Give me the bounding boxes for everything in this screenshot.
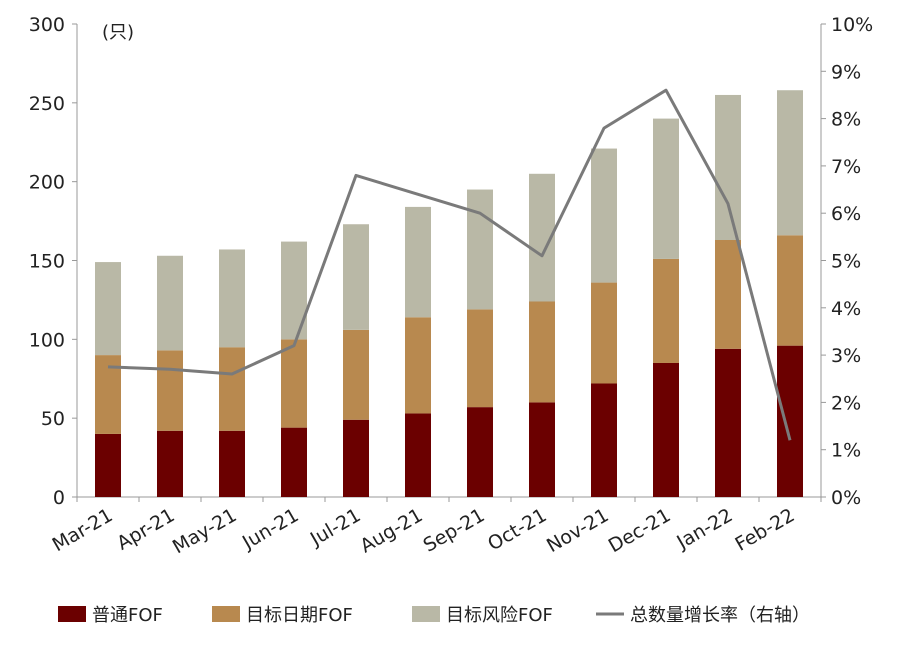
right-tick-label: 7% [831,156,861,178]
legend-swatch [412,606,440,622]
bar-segment [715,94,741,241]
x-tick-label: Aug-21 [356,504,426,557]
bar-segment [715,240,741,349]
left-tick-label: 0 [53,487,65,509]
right-tick-label: 5% [831,251,861,273]
x-tick-label: Feb-22 [731,504,798,555]
bar-segment [653,118,679,259]
right-tick-label: 9% [831,61,861,83]
bar-segment [467,189,493,310]
legend-label: 普通FOF [92,605,163,626]
left-tick-label: 150 [29,251,65,273]
bar-segment [405,317,431,414]
bar-segment [591,383,617,497]
bar-segment [591,282,617,384]
bar-segment [157,255,183,351]
x-tick-label: Jul-21 [306,504,365,551]
bar-segment [343,329,369,420]
legend-swatch [58,606,86,622]
x-tick-label: Jan-22 [672,504,736,554]
bar-segment [95,262,121,356]
bar-segment [653,258,679,363]
legend-label: 目标日期FOF [246,605,353,626]
x-tick-label: Sep-21 [420,504,489,556]
legend-label: 目标风险FOF [446,605,553,626]
bar-segment [281,339,307,428]
right-tick-label: 8% [831,109,861,131]
right-tick-label: 0% [831,487,861,509]
x-tick-label: Apr-21 [113,504,178,554]
bar-segment [467,309,493,408]
right-axis: 0% 1% 2% 3% 4% 5% 6% 7% 8% 9% 10% [820,14,873,509]
bar-segment [529,402,555,497]
bar-segment [343,419,369,497]
bar-segment [467,407,493,497]
bar-segment [715,348,741,497]
growth-line [107,88,792,441]
bar-segment [343,224,369,330]
left-tick-label: 200 [29,172,65,194]
bar-segment [157,430,183,497]
x-tick-label: Dec-21 [605,504,675,557]
left-tick-label: 50 [41,408,65,430]
x-tick-label: Oct-21 [484,504,550,555]
bar-segment [219,249,245,348]
legend-swatch [212,606,240,622]
bars [95,90,803,497]
right-tick-label: 1% [831,440,861,462]
legend-label: 总数量增长率（右轴） [630,605,810,626]
right-tick-label: 6% [831,203,861,225]
bar-segment [405,413,431,497]
legend: 普通FOF 目标日期FOF 目标风险FOF 总数量增长率（右轴） [58,605,810,626]
x-tick-label: May-21 [169,504,241,558]
bar-segment [157,350,183,431]
bar-segment [777,345,803,497]
right-tick-label: 3% [831,345,861,367]
bar-segment [281,427,307,497]
left-tick-label: 300 [29,14,65,36]
bar-segment [591,148,617,283]
x-tick-label: Jun-21 [238,504,302,554]
bar-segment [219,430,245,497]
bar-segment [405,206,431,318]
bar-segment [777,235,803,346]
bar-segment [95,433,121,497]
bar-segment [529,301,555,403]
bar-segment [653,362,679,497]
x-tick-label: Nov-21 [543,504,613,557]
right-tick-label: 10% [831,14,873,36]
left-axis-unit-label: (只) [102,22,134,43]
right-tick-label: 2% [831,392,861,414]
bar-segment [777,90,803,236]
x-tick-label: Mar-21 [49,504,117,556]
growth-rate-line [107,88,792,441]
left-tick-label: 100 [29,329,65,351]
bar-segment [219,347,245,431]
right-tick-label: 4% [831,298,861,320]
left-tick-label: 250 [29,93,65,115]
left-axis: 0 50 100 150 200 250 300 [29,14,822,509]
